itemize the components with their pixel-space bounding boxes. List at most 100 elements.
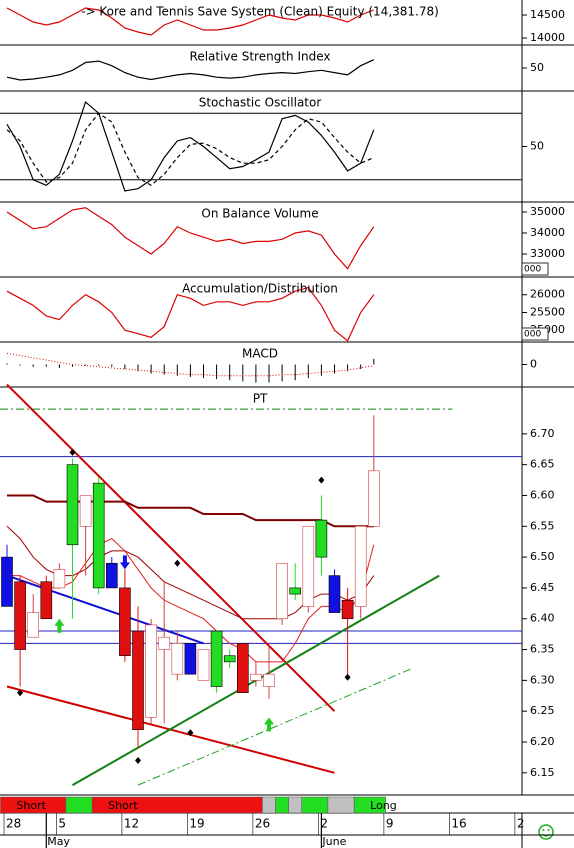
panel-title: Relative Strength Index [190, 50, 331, 64]
diamond-marker [318, 476, 325, 484]
candle-body [27, 612, 40, 638]
signal-label: Long [370, 799, 397, 812]
candle-body [1, 556, 13, 607]
candle-body [119, 587, 131, 657]
diamond-marker [17, 689, 24, 697]
candle-body [367, 470, 380, 527]
candle-body [158, 636, 170, 650]
y-tick-label: 6.25 [530, 704, 555, 717]
candle-body [171, 643, 184, 675]
signal-arrow [54, 618, 65, 633]
candle-body [145, 624, 157, 718]
signal-segment [65, 796, 93, 814]
candle-body [276, 562, 288, 620]
y-tick-label: 33000 [530, 247, 565, 260]
x-tick-label: 16 [451, 817, 466, 831]
trend-line [137, 667, 414, 786]
candle-body [106, 562, 118, 589]
y-tick-label: 0 [530, 358, 537, 371]
indicator-line [6, 59, 375, 81]
scale-note: 000 [524, 330, 541, 340]
panel-title: Accumulation/Distribution [182, 282, 338, 296]
candle-body [197, 649, 210, 681]
candle-body [79, 495, 92, 527]
candle-body [250, 673, 262, 681]
diamond-marker [135, 756, 141, 764]
y-tick-label: 6.30 [530, 673, 555, 686]
indicator-line [6, 207, 375, 270]
x-tick-label: 19 [189, 817, 204, 831]
y-tick-label: 50 [530, 61, 544, 74]
x-tick-label: 12 [124, 817, 139, 831]
diamond-marker [69, 448, 76, 456]
diamond-marker [344, 673, 351, 681]
y-tick-label: 14500 [530, 8, 565, 21]
signal-segment [327, 796, 355, 814]
candle-body [315, 519, 328, 558]
y-tick-label: 6.45 [530, 581, 555, 594]
trend-line [6, 383, 336, 712]
y-tick-label: 6.35 [530, 643, 555, 656]
indicator-line [6, 7, 375, 36]
month-label: May [47, 835, 70, 848]
trend-line [6, 574, 204, 645]
diamond-marker [187, 729, 194, 737]
month-label: June [321, 835, 346, 848]
scale-note-box [521, 262, 549, 276]
signal-arrow [264, 717, 274, 732]
candle-body [132, 630, 144, 730]
y-tick-label: 25500 [530, 305, 565, 318]
signal-segment [353, 796, 386, 814]
y-tick-label: 6.65 [530, 458, 555, 471]
y-tick-label: 50 [530, 140, 544, 153]
diamond-marker [174, 559, 181, 567]
panel-title: PT [253, 392, 268, 406]
panel-title: MACD [242, 347, 278, 361]
candle-body [53, 569, 66, 589]
x-tick-label: 5 [58, 817, 66, 831]
candle-body [354, 525, 367, 607]
x-tick-label: 9 [386, 817, 394, 831]
candle-body [289, 587, 302, 595]
y-tick-label: 6.20 [530, 735, 555, 748]
x-tick-label: 2 [517, 817, 525, 831]
y-tick-label: 6.70 [530, 427, 555, 440]
y-tick-label: 6.15 [530, 766, 555, 779]
y-tick-label: 35000 [530, 205, 565, 218]
candle-body [40, 581, 53, 620]
scale-note-box [521, 327, 549, 341]
indicator-line [6, 286, 375, 342]
y-tick-label: 14000 [530, 31, 565, 44]
candle-body [66, 464, 79, 546]
candle-body [302, 525, 315, 607]
signal-segment [262, 796, 276, 814]
candle-body [328, 575, 341, 613]
indicator-line [6, 112, 375, 187]
candle-body [210, 630, 223, 687]
moving-average [7, 538, 375, 663]
x-tick-label: 2 [320, 817, 328, 831]
y-tick-label: 34000 [530, 226, 565, 239]
panel-title: Stochastic Oscillator [199, 96, 322, 110]
panel-title: On Balance Volume [201, 207, 318, 221]
signal-arrow [119, 555, 130, 570]
candle-body [92, 482, 105, 589]
candle-body [263, 673, 275, 687]
candle-body [341, 599, 354, 620]
candle-body [184, 643, 197, 675]
candle-body [14, 581, 26, 650]
scale-note: 000 [524, 265, 541, 275]
indicator-line [6, 101, 375, 192]
panel-title: -> Kore and Tennis Save System (Clean) E… [81, 5, 439, 19]
x-tick-label: 26 [255, 817, 270, 831]
signal-label: Short [16, 799, 46, 812]
candle-body [223, 655, 236, 663]
signal-segment [275, 796, 289, 814]
y-tick-label: 6.40 [530, 612, 555, 625]
candle-body [237, 643, 249, 693]
y-tick-label: 6.50 [530, 550, 555, 563]
signal-label: Short [108, 799, 138, 812]
y-tick-label: 26000 [530, 288, 565, 301]
smiley [538, 824, 554, 840]
